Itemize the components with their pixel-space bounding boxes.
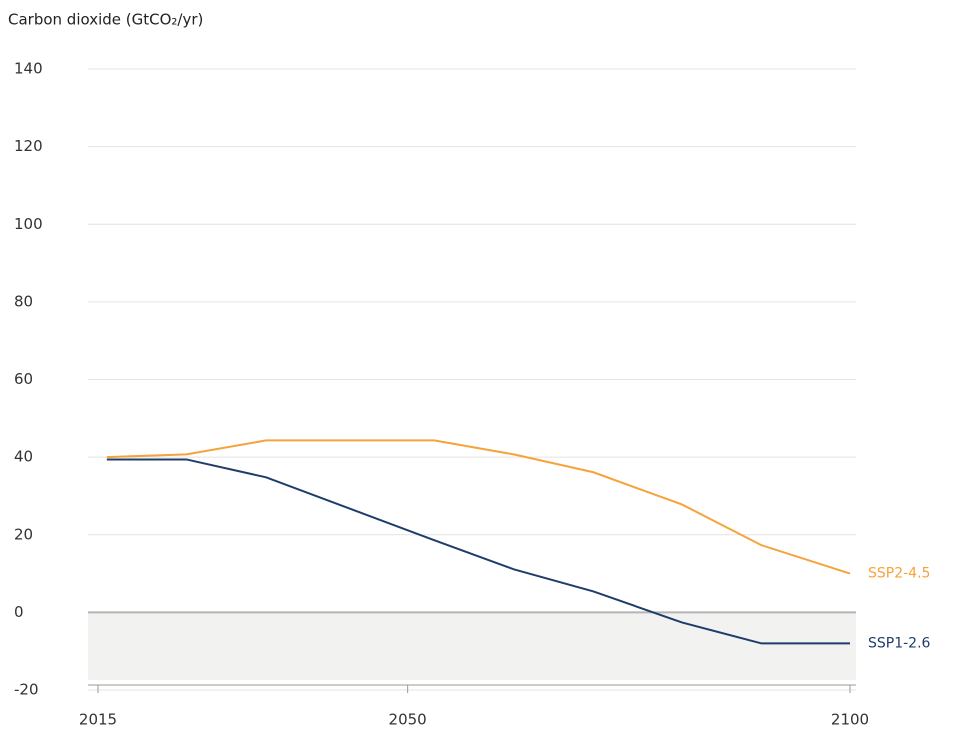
y-tick-label: -20 [14,681,39,699]
y-tick-label: 40 [14,448,33,466]
y-tick-label: 100 [14,215,43,233]
y-tick-label: 0 [14,603,24,621]
y-tick-label: 120 [14,137,43,155]
x-tick-label: 2050 [389,711,427,729]
x-tick-label: 2015 [79,711,117,729]
chart-title: Carbon dioxide (GtCO₂/yr) [8,11,203,29]
series-label: SSP2-4.5 [868,566,930,582]
series-line [106,439,851,575]
series-line [106,458,850,645]
y-tick-label: 20 [14,525,33,543]
x-tick-label: 2100 [831,711,869,729]
y-tick-label: 60 [14,370,33,388]
series-label: SSP1-2.6 [868,635,931,651]
y-tick-label: 140 [14,60,43,78]
y-tick-label: 80 [14,292,33,310]
negative-region [88,612,856,680]
